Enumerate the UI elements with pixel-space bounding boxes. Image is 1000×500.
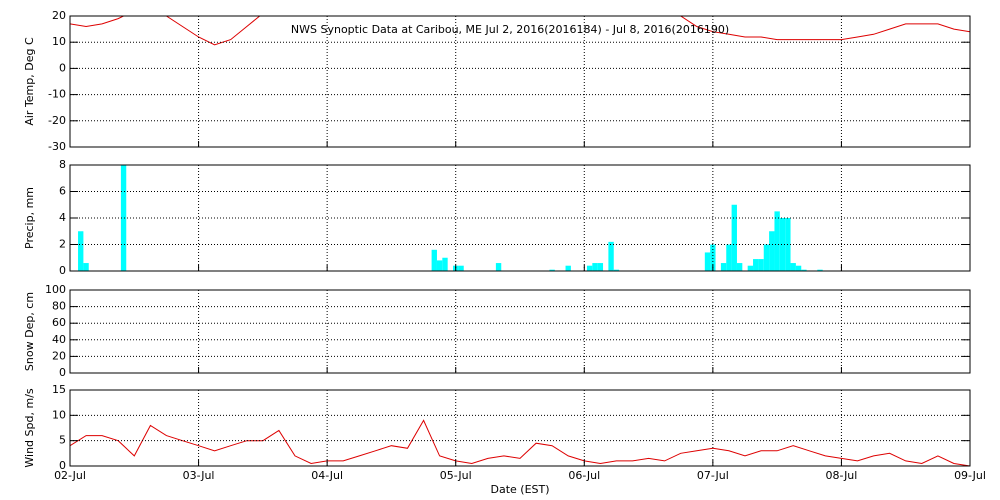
y-tick-label: 15 [52, 383, 66, 396]
y-tick-label: 8 [59, 158, 66, 171]
bar [495, 263, 502, 271]
bar [731, 204, 737, 271]
bar [704, 252, 711, 271]
x-axis-label: Date (EST) [490, 483, 549, 496]
y-tick-label: -10 [48, 88, 66, 101]
bar [458, 265, 464, 271]
bar [801, 269, 807, 271]
x-tick-label: 02-Jul [54, 469, 86, 482]
bar [549, 269, 555, 271]
bar [442, 257, 448, 271]
data-line [70, 16, 970, 46]
x-tick-label: 05-Jul [440, 469, 472, 482]
y-axis-label: Precip, mm [23, 187, 36, 249]
y-tick-label: 0 [59, 459, 66, 472]
bar [758, 259, 764, 271]
y-tick-label: 4 [59, 211, 66, 224]
bar [710, 244, 716, 271]
y-tick-label: 100 [45, 283, 66, 296]
y-tick-label: 0 [59, 264, 66, 277]
bar [779, 218, 786, 271]
bar [436, 260, 443, 271]
y-tick-label: 0 [59, 366, 66, 379]
bar [790, 263, 796, 271]
y-tick-label: 80 [52, 300, 66, 313]
bar [613, 269, 620, 271]
y-tick-label: -20 [48, 114, 66, 127]
y-tick-label: 40 [52, 333, 66, 346]
x-tick-label: 07-Jul [697, 469, 729, 482]
bar [763, 244, 770, 271]
x-tick-label: 04-Jul [311, 469, 343, 482]
bar [597, 263, 604, 271]
bar [431, 249, 437, 271]
y-tick-label: 5 [59, 434, 66, 447]
y-tick-label: 60 [52, 316, 66, 329]
bar [726, 244, 732, 271]
plot-frame [69, 389, 971, 467]
bar [753, 259, 759, 271]
panel [70, 16, 970, 46]
bar [83, 263, 89, 271]
y-tick-label: 20 [52, 9, 66, 22]
bar [78, 231, 84, 271]
data-line [70, 419, 970, 466]
y-axis-label: Wind Spd, m/s [23, 388, 36, 468]
y-tick-label: 6 [59, 185, 66, 198]
plot-frame [69, 164, 971, 272]
plot-frame [69, 289, 971, 374]
bar [747, 265, 754, 271]
y-axis-label: Air Temp, Deg C [23, 37, 36, 126]
x-tick-label: 08-Jul [825, 469, 857, 482]
bar [586, 265, 593, 271]
bar [736, 263, 743, 271]
bar [120, 165, 127, 271]
bar [795, 265, 802, 271]
x-tick-label: 09-Jul [954, 469, 986, 482]
x-tick-label: 06-Jul [568, 469, 600, 482]
bar [720, 263, 727, 271]
bar [774, 211, 780, 271]
bar [592, 263, 598, 271]
y-tick-label: 10 [52, 408, 66, 421]
y-tick-label: 0 [59, 61, 66, 74]
bar [608, 241, 614, 271]
plot-frame [69, 15, 971, 148]
bar [769, 231, 775, 271]
chart-title: NWS Synoptic Data at Caribou, ME Jul 2, … [291, 23, 729, 36]
bar [817, 269, 823, 271]
y-tick-label: 10 [52, 35, 66, 48]
panel [70, 419, 970, 466]
y-tick-label: 2 [59, 238, 66, 251]
bar [565, 265, 571, 271]
y-tick-label: -30 [48, 140, 66, 153]
y-tick-label: 20 [52, 349, 66, 362]
x-tick-label: 03-Jul [183, 469, 215, 482]
panel [78, 165, 823, 271]
y-axis-label: Snow Dep, cm [23, 292, 36, 371]
